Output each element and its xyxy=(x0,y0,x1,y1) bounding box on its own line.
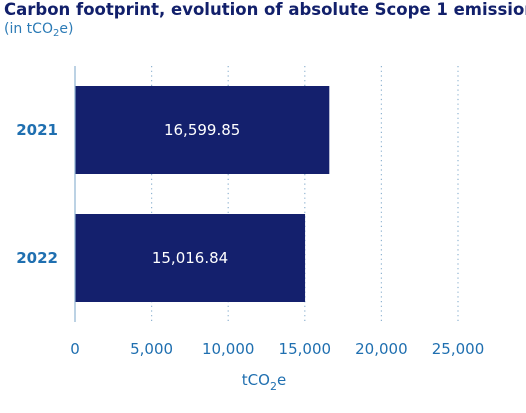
x-tick-label-1: 5,000 xyxy=(130,340,173,358)
x-tick-label-0: 0 xyxy=(70,340,80,358)
x-axis-title-subscript: 2 xyxy=(270,380,277,393)
data-label-2021: 16,599.85 xyxy=(164,121,240,139)
chart-title: Carbon footprint, evolution of absolute … xyxy=(4,0,526,19)
subtitle-subscript: 2 xyxy=(52,28,60,39)
x-tick-label-2: 10,000 xyxy=(202,340,255,358)
subtitle-suffix: e) xyxy=(59,21,74,37)
subtitle-prefix: (in tCO xyxy=(4,21,53,37)
bar-2021 xyxy=(75,86,330,174)
label-layer: 16,599.85 2021 15,016.84 2022 0 5,000 10,000 15… xyxy=(16,121,484,358)
category-label-2021: 2021 xyxy=(16,121,58,139)
bar-2022 xyxy=(75,214,306,302)
category-label-2022: 2022 xyxy=(16,249,58,267)
x-tick-label-4: 20,000 xyxy=(355,340,408,358)
chart-subtitle: (in tCO2e) xyxy=(4,21,73,39)
x-axis-title: tCO2e xyxy=(242,371,286,393)
bar-layer xyxy=(75,86,330,302)
x-axis-title-suffix: e xyxy=(277,371,286,389)
x-tick-label-3: 15,000 xyxy=(279,340,332,358)
x-axis-title-prefix: tCO xyxy=(242,371,270,389)
x-tick-label-5: 25,000 xyxy=(432,340,485,358)
data-label-2022: 15,016.84 xyxy=(152,249,228,267)
